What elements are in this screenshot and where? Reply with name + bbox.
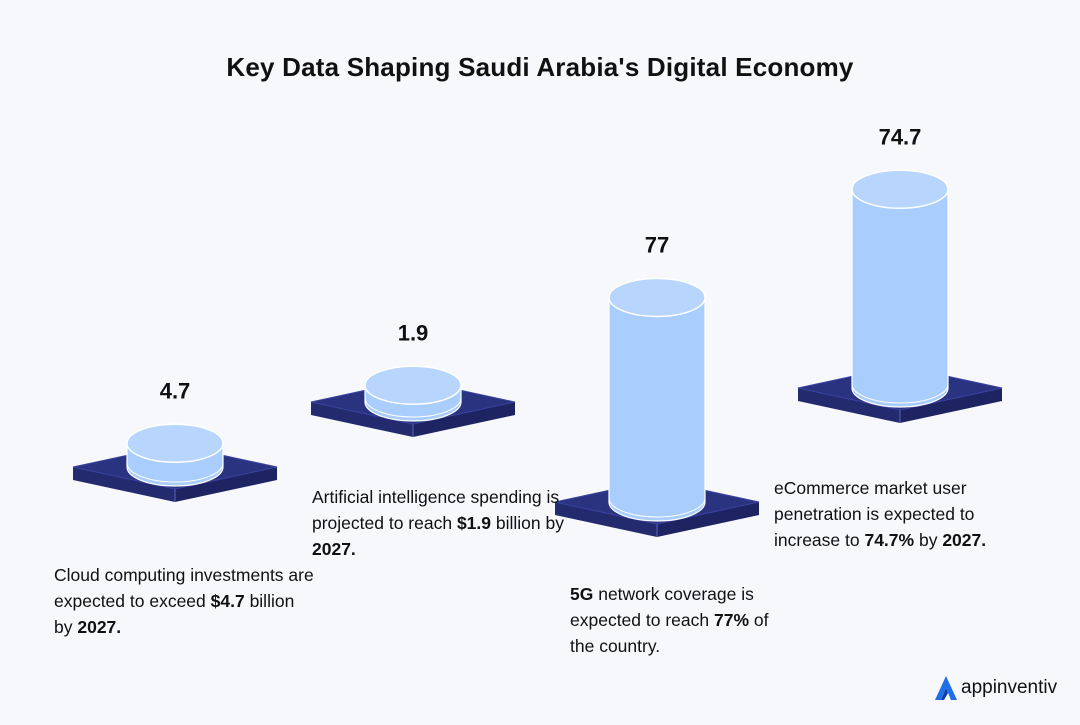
bar-2-value-label: 77	[645, 233, 669, 258]
logo-text: appinventiv	[961, 677, 1058, 698]
caption-text: billion by	[491, 513, 564, 533]
caption-bold: 5G	[570, 584, 594, 604]
bar-1-base-left	[311, 402, 413, 437]
caption-cloud: Cloud computing investments are expected…	[54, 562, 316, 640]
caption-text: billion by	[54, 591, 295, 637]
caption-bold: 77%	[713, 610, 750, 630]
bar-2-base-right	[657, 502, 759, 537]
bar-0-cylinder-rim	[126, 462, 224, 483]
bar-3-value-label: 74.7	[879, 124, 922, 149]
bar-1-cylinder-rim	[364, 397, 462, 418]
caption-bold: 2027.	[77, 617, 122, 637]
bar-3-base-left	[798, 388, 900, 423]
bar-3-cylinder-rim	[851, 383, 949, 404]
caption-bold: 2027.	[942, 530, 987, 550]
bar-3-base-right	[900, 388, 1002, 423]
bar-2-cylinder-top	[608, 277, 706, 318]
caption-text: of the country.	[570, 610, 769, 656]
caption-text: by	[914, 530, 943, 550]
caption-5g: 5G network coverage is expected to reach…	[570, 581, 775, 659]
bar-1-base-right	[413, 402, 515, 437]
bar-3-cylinder-top	[851, 169, 949, 209]
caption-bold: $4.7	[210, 591, 245, 611]
appinventiv-logo-icon	[935, 676, 957, 700]
bar-1-value-label: 1.9	[398, 320, 429, 345]
caption-text: Artificial intelligence spending is proj…	[312, 487, 560, 533]
bar-2-cylinder-rim	[608, 497, 706, 518]
caption-ai: Artificial intelligence spending is proj…	[312, 484, 572, 562]
caption-bold: 2027.	[312, 539, 356, 559]
brand-logo: appinventiv	[934, 675, 1057, 701]
bar-0-base-right	[175, 467, 277, 502]
bar-0-base-left	[73, 467, 175, 502]
bar-0-value-label: 4.7	[160, 378, 191, 403]
bar-3-cylinder	[851, 188, 949, 408]
bar-2-base-left	[555, 502, 657, 537]
caption-bold: 74.7%	[864, 530, 915, 550]
caption-text: network coverage is expected to reach	[570, 584, 754, 630]
bar-1-cylinder-top	[364, 365, 462, 405]
caption-text: Cloud computing investments are expected…	[54, 565, 314, 611]
bar-0-cylinder-top	[126, 423, 224, 463]
bar-2-cylinder	[608, 296, 706, 522]
chart-title: Key Data Shaping Saudi Arabia's Digital …	[226, 52, 854, 82]
caption-text: eCommerce market user penetration is exp…	[774, 478, 975, 550]
caption-ecommerce: eCommerce market user penetration is exp…	[774, 475, 1024, 553]
caption-bold: $1.9	[456, 513, 492, 533]
